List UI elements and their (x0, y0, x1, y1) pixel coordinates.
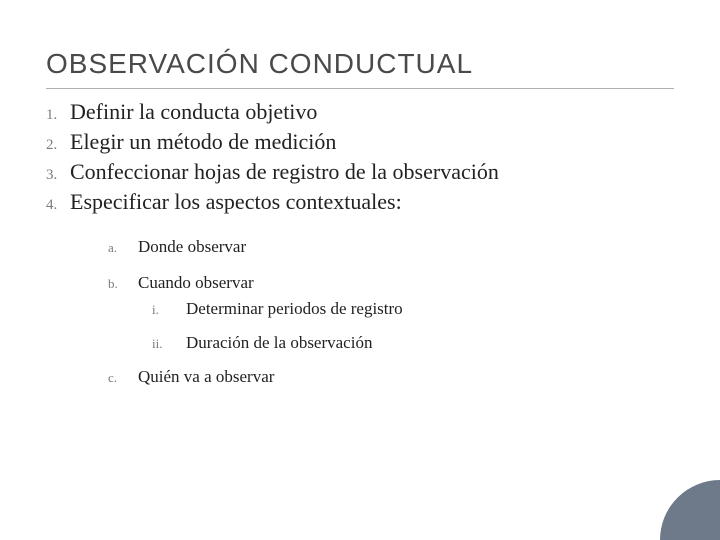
list-marker: 2. (46, 137, 70, 154)
roman-list-item: ii. Duración de la observación (152, 333, 674, 353)
list-marker: 4. (46, 197, 70, 214)
list-marker: c. (108, 370, 138, 386)
list-item: 1. Definir la conducta objetivo (46, 99, 674, 125)
title-underline (46, 88, 674, 89)
list-text: Confeccionar hojas de registro de la obs… (70, 159, 499, 185)
list-item: 3. Confeccionar hojas de registro de la … (46, 159, 674, 185)
roman-list-item: i. Determinar periodos de registro (152, 299, 674, 319)
list-marker: b. (108, 276, 138, 292)
main-list: 1. Definir la conducta objetivo 2. Elegi… (46, 99, 674, 215)
roman-list: i. Determinar periodos de registro ii. D… (108, 299, 674, 353)
list-item: 2. Elegir un método de medición (46, 129, 674, 155)
list-marker: 1. (46, 107, 70, 124)
slide-title: OBSERVACIÓN CONDUCTUAL (46, 48, 674, 80)
corner-circle-decoration (660, 480, 720, 540)
sub-list-item: c. Quién va a observar (108, 367, 674, 387)
list-text: Definir la conducta objetivo (70, 99, 317, 125)
title-block: OBSERVACIÓN CONDUCTUAL (46, 48, 674, 89)
list-text: Donde observar (138, 237, 246, 257)
list-text: Duración de la observación (186, 333, 372, 353)
list-text: Elegir un método de medición (70, 129, 336, 155)
list-item: 4. Especificar los aspectos contextuales… (46, 189, 674, 215)
list-marker: 3. (46, 167, 70, 184)
list-text: Cuando observar (138, 273, 254, 293)
list-marker: a. (108, 240, 138, 256)
list-marker: i. (152, 302, 186, 318)
sub-list-item: b. Cuando observar (108, 273, 674, 293)
list-text: Determinar periodos de registro (186, 299, 403, 319)
list-text: Especificar los aspectos contextuales: (70, 189, 402, 215)
list-text: Quién va a observar (138, 367, 274, 387)
list-marker: ii. (152, 336, 186, 352)
slide: OBSERVACIÓN CONDUCTUAL 1. Definir la con… (0, 0, 720, 540)
sub-list-item: a. Donde observar (108, 237, 674, 257)
sub-list: a. Donde observar b. Cuando observar i. … (46, 237, 674, 387)
